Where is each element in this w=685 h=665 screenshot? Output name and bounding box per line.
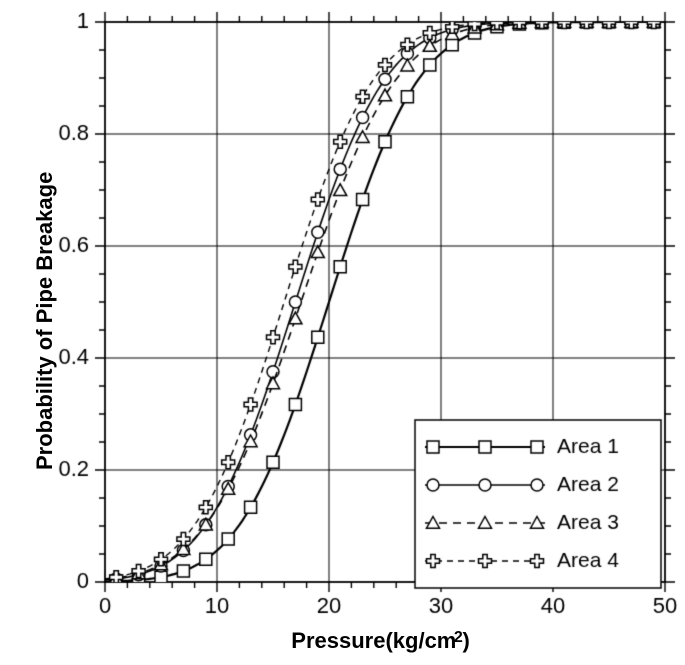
y-axis-label: Probability of Pipe Breakage (32, 172, 58, 470)
x-axis-label-exponent: 2 (454, 629, 463, 646)
pipe-breakage-chart (0, 0, 685, 665)
x-axis-label: Pressure(kg/cm )2 (0, 628, 685, 654)
x-axis-label-text: Pressure(kg/cm ) (291, 628, 470, 653)
chart-container: Probability of Pipe Breakage Pressure(kg… (0, 0, 685, 665)
